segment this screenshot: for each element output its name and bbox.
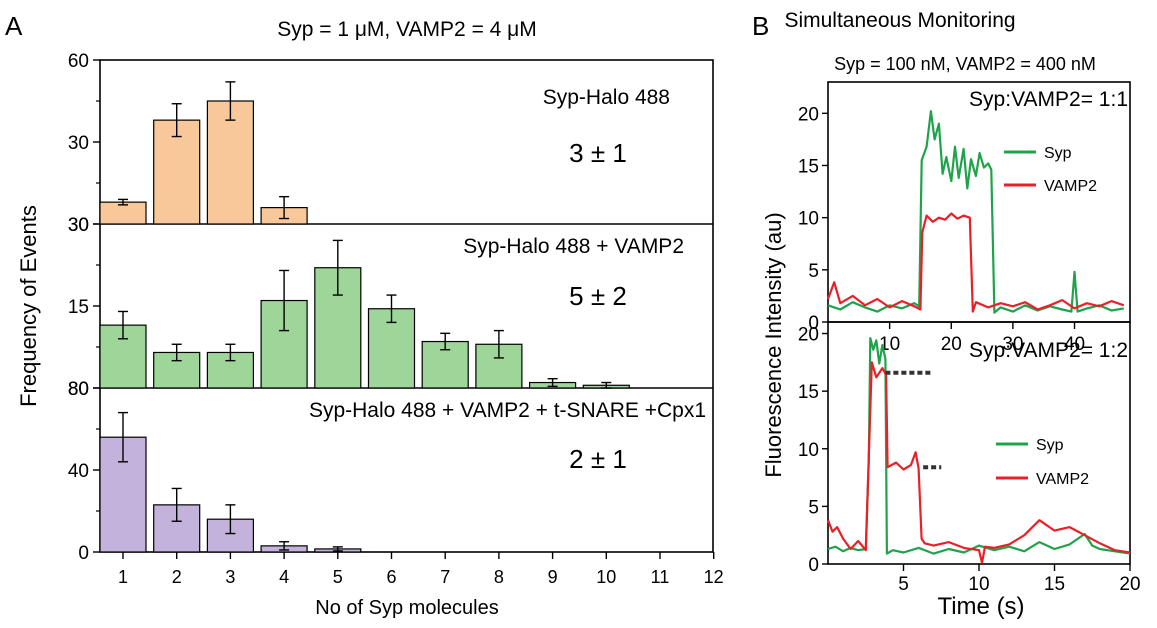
a-top-y-tick-label: 30 [68,133,89,154]
b-bottom-x-tick-label: 15 [1044,574,1065,595]
b-bottom-legend-vamp2-label: VAMP2 [1036,471,1089,488]
panel-b-title: Simultaneous Monitoring [784,9,1015,32]
a-x-tick-label: 3 [225,567,235,587]
a-x-tick-label: 7 [440,567,450,587]
a-top-y-tick-label: 30 [68,215,89,236]
a-x-tick-label: 6 [386,567,396,587]
a-bottom-y-tick-label: 40 [68,461,89,482]
a-x-tick-label: 12 [704,567,724,587]
a-x-tick-label: 11 [651,567,670,587]
a-x-tick-label: 9 [548,567,558,587]
panel-b-letter: B [752,11,769,41]
a-top-bar [206,100,254,225]
a-middle-y-tick-label: 80 [68,379,89,400]
panel-b-subtitle: Syp = 100 nM, VAMP2 = 400 nM [834,54,1096,74]
a-x-tick-label: 2 [172,567,182,587]
a-top-result: 3 ± 1 [569,138,627,168]
b-bottom-y-tick-label: 20 [798,325,819,346]
a-middle-annotation: Syp-Halo 488 + VAMP2 [463,235,684,258]
panel-a-ylabel: Frequency of Events [16,205,41,407]
b-top-series-syp [827,110,1124,314]
a-bottom-result: 2 ± 1 [569,444,627,474]
a-top-annotation: Syp-Halo 488 [543,86,670,109]
panel-b-top-frame [827,81,1131,323]
panel-b-xlabel: Time (s) [937,593,1024,620]
b-bottom-y-tick-label: 10 [798,440,819,461]
b-bottom-x-tick-label: 10 [968,574,989,595]
b-top-x-tick-label: 30 [1002,334,1023,355]
a-x-tick-label: 4 [279,567,289,587]
panel-a-xlabel: No of Syp molecules [315,597,498,619]
b-top-y-tick-label: 15 [798,156,819,177]
a-bottom-annotation: Syp-Halo 488 + VAMP2 + t-SNARE +Cpx1 [309,399,706,422]
b-bottom-x-tick-label: 20 [1119,574,1140,595]
a-top-y-tick-label: 60 [68,51,89,72]
panel-b-ylabel: Fluorescence Intensity (au) [761,212,786,477]
panel-a-title: Syp = 1 μM, VAMP2 = 4 μM [277,18,537,41]
b-bottom-y-tick-label: 0 [808,555,819,576]
b-bottom-y-tick-label: 5 [808,497,819,518]
a-x-tick-label: 5 [333,567,343,587]
b-top-annotation: Syp:VAMP2= 1:1 [969,88,1128,111]
a-bottom-y-tick-label: 80 [68,379,89,400]
a-middle-y-tick-label: 30 [68,215,89,236]
b-top-legend-vamp2-label: VAMP2 [1044,178,1097,195]
b-bottom-y-tick-label: 15 [798,382,819,403]
b-top-y-tick-label: 5 [808,261,819,282]
a-bottom-y-tick-label: 0 [78,543,89,564]
a-top-bar [153,119,201,225]
panel-a-letter: A [5,11,23,41]
b-bottom-annotation: Syp:VAMP2= 1:2 [969,339,1128,362]
b-bottom-x-tick-label: 5 [898,574,909,595]
b-bottom-series-vamp2 [826,361,1131,564]
a-middle-result: 5 ± 2 [569,281,627,311]
a-x-tick-label: 8 [494,567,504,587]
b-top-y-tick-label: 20 [798,104,819,125]
b-top-legend-syp-label: Syp [1044,145,1072,162]
a-middle-y-tick-label: 15 [68,297,89,318]
b-bottom-legend-syp-label: Syp [1036,437,1064,454]
b-top-y-tick-label: 0 [808,313,819,334]
b-top-series-vamp2 [826,212,1125,313]
a-x-tick-label: 1 [118,567,128,587]
b-top-y-tick-label: 10 [798,209,819,230]
a-x-tick-label: 10 [596,567,616,587]
b-top-x-tick-label: 40 [1064,334,1085,355]
a-middle-bar [206,351,254,389]
b-top-x-tick-label: 20 [941,334,962,355]
